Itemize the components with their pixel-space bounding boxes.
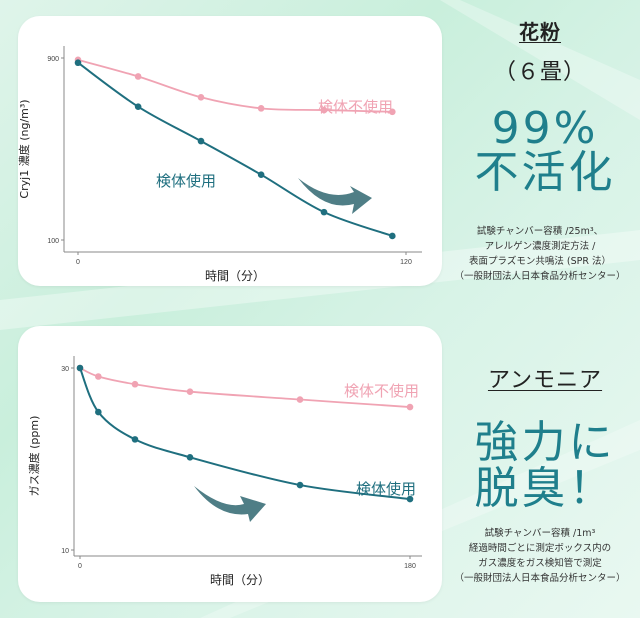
pollen-subtitle: （６畳） <box>493 60 586 85</box>
series-used-point <box>197 137 205 145</box>
series-used-point <box>257 171 265 178</box>
y-axis-label: Cryj1 濃度 (ng/m³) <box>18 99 31 198</box>
x-tick-label: 0 <box>78 563 82 570</box>
y-axis-label: ガス濃度 (ppm) <box>27 416 41 497</box>
y-tick-label: 10 <box>61 548 69 555</box>
series-used-point <box>389 232 396 240</box>
series-unused-point <box>406 403 414 411</box>
ammonia-note-4: （一般財団法人日本食品分析センター） <box>454 573 626 584</box>
pollen-headline-2: 不活化 <box>474 147 616 198</box>
series-used-line <box>77 61 393 237</box>
series-unused-label: 検体不使用 <box>318 98 393 116</box>
series-used-point <box>134 103 142 110</box>
series-used-point <box>74 59 82 67</box>
series-unused-point <box>131 380 139 388</box>
ammonia-note-2: 経過時間ごとに測定ボックス内の <box>468 543 612 554</box>
series-unused-point <box>134 73 142 80</box>
x-axis-label: 時間（分） <box>210 573 270 587</box>
series-unused-point <box>320 106 328 114</box>
x-axis-label: 時間（分） <box>205 269 265 283</box>
series-used-label: 検体使用 <box>156 172 216 190</box>
series-used-point <box>131 436 139 443</box>
y-tick-label: 100 <box>47 238 59 245</box>
ammonia-chart-card: 30 10 0 180 時間（分） ガス濃度 (ppm) 検体不使用検体使用 <box>18 326 442 602</box>
pollen-note-4: （一般財団法人日本食品分析センター） <box>454 271 626 282</box>
trend-arrow-icon <box>298 178 372 214</box>
ammonia-headline-1: 強力に <box>474 417 616 468</box>
ammonia-note-1: 試験チャンバー容積 /1m³ <box>484 528 596 539</box>
pollen-note-3: 表面プラズモン共鳴法 (SPR 法） <box>469 256 611 267</box>
x-tick-label: 180 <box>404 563 416 570</box>
series-unused-point <box>95 373 102 380</box>
series-unused-point <box>186 388 194 396</box>
series-unused-point <box>257 105 265 112</box>
pollen-note-1: 試験チャンバー容積 /25m³、 <box>476 226 604 237</box>
series-used-point <box>95 408 102 416</box>
ammonia-note-3: ガス濃度をガス検知管で測定 <box>478 558 602 569</box>
pollen-headline-1: 99% <box>491 103 599 154</box>
ammonia-headline-2: 脱臭！ <box>474 463 616 514</box>
series-unused-label: 検体不使用 <box>344 382 419 400</box>
pollen-chart-card: 900 100 0 120 時間（分） Cryj1 濃度 (ng/m³) 検体不使用検体使用 <box>18 16 442 286</box>
series-used-point <box>186 453 194 461</box>
pollen-title: 花粉 <box>519 20 561 44</box>
trend-arrow-icon <box>194 486 266 522</box>
series-used-label: 検体使用 <box>356 480 416 498</box>
series-unused-point <box>389 108 396 116</box>
x-tick-label: 0 <box>76 259 80 266</box>
series-unused-point <box>296 396 304 403</box>
y-tick-label: 900 <box>47 56 59 63</box>
series-unused-point <box>197 94 205 101</box>
y-tick-label: 30 <box>61 366 69 373</box>
series-used-point <box>76 364 84 372</box>
series-used-point <box>296 481 304 489</box>
x-tick-label: 120 <box>400 259 412 266</box>
series-used-point <box>406 495 414 503</box>
ammonia-title: アンモニア <box>487 368 603 393</box>
pollen-note-2: アレルゲン濃度測定方法 / <box>484 241 596 252</box>
series-used-point <box>320 208 328 216</box>
